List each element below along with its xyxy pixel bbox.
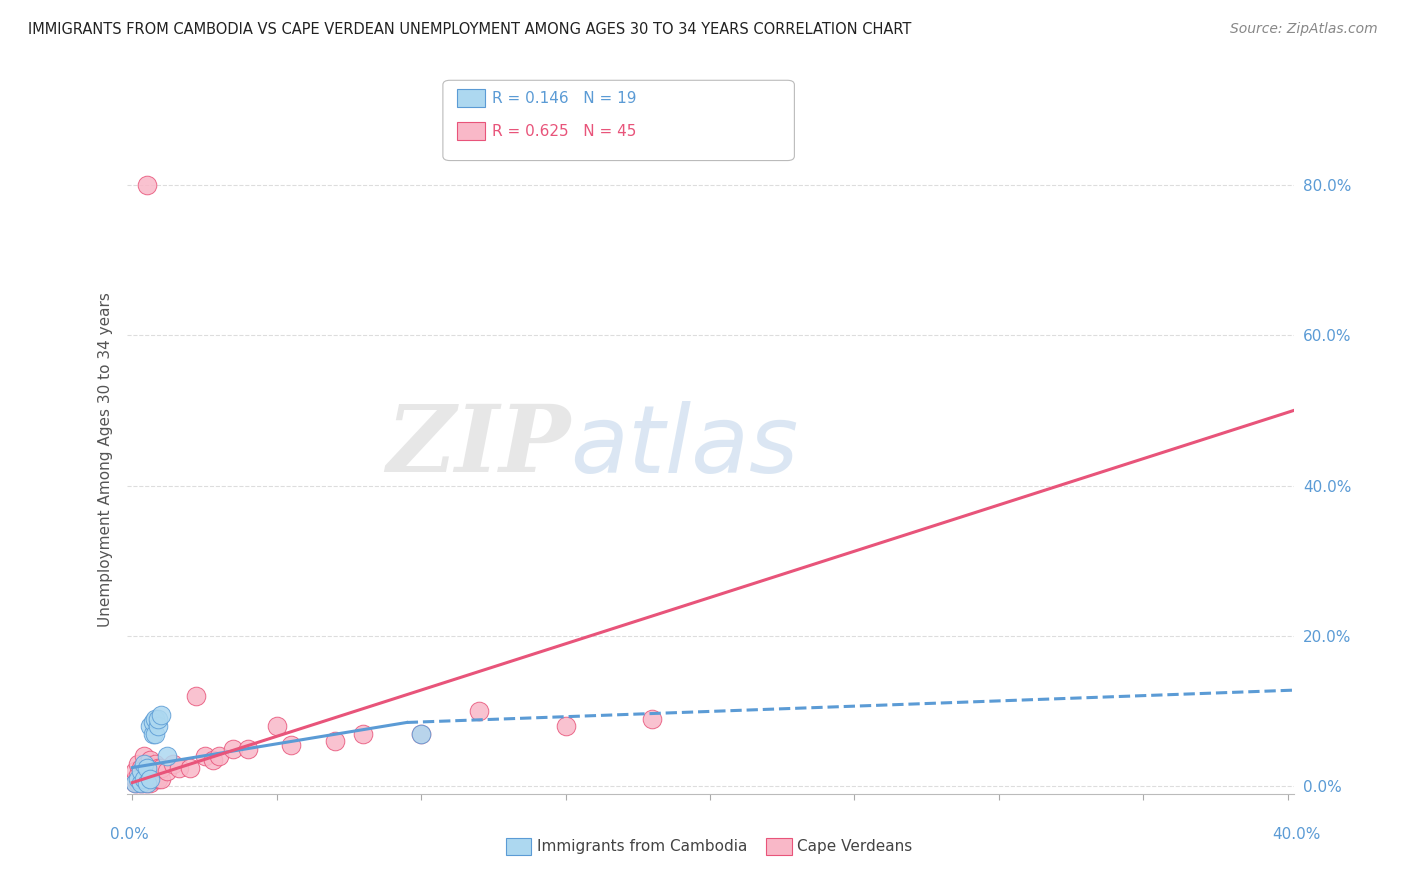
Point: [124, 772, 146, 786]
Point: [150, 761, 173, 775]
Point: [468, 704, 491, 718]
Point: [132, 756, 155, 771]
Point: [162, 756, 184, 771]
Point: [129, 764, 152, 779]
Point: [641, 712, 664, 726]
Point: [323, 734, 346, 748]
Point: [236, 741, 259, 756]
Point: [156, 749, 179, 764]
Point: [127, 768, 149, 782]
Point: [145, 727, 167, 741]
Point: [124, 775, 146, 789]
Point: [145, 756, 167, 771]
Point: [148, 712, 170, 726]
Point: [208, 749, 231, 764]
Point: [280, 738, 302, 752]
Point: [145, 712, 167, 726]
Point: [148, 772, 170, 786]
Text: Immigrants from Cambodia: Immigrants from Cambodia: [537, 839, 748, 854]
Text: 40.0%: 40.0%: [1272, 827, 1320, 841]
Point: [141, 715, 163, 730]
Point: [411, 727, 433, 741]
Text: ZIP: ZIP: [385, 401, 569, 491]
Point: [150, 772, 173, 786]
Point: [554, 719, 576, 733]
Point: [266, 719, 288, 733]
Point: [127, 772, 149, 786]
Point: [129, 761, 152, 775]
Y-axis label: Unemployment Among Ages 30 to 34 years: Unemployment Among Ages 30 to 34 years: [97, 292, 112, 627]
Point: [127, 775, 149, 789]
Point: [129, 775, 152, 789]
Point: [411, 727, 433, 741]
Point: [202, 753, 225, 767]
Point: [352, 727, 374, 741]
Text: Cape Verdeans: Cape Verdeans: [797, 839, 912, 854]
Text: 0.0%: 0.0%: [110, 827, 149, 841]
Point: [138, 775, 160, 789]
Point: [132, 764, 155, 779]
Point: [184, 689, 207, 703]
Text: Source: ZipAtlas.com: Source: ZipAtlas.com: [1230, 22, 1378, 37]
Point: [127, 756, 149, 771]
Point: [141, 727, 163, 741]
Text: atlas: atlas: [569, 401, 799, 491]
Point: [132, 749, 155, 764]
Point: [148, 761, 170, 775]
Point: [150, 708, 173, 723]
Point: [135, 761, 157, 775]
Point: [167, 761, 190, 775]
Point: [135, 768, 157, 782]
Point: [135, 775, 157, 789]
Point: [141, 772, 163, 786]
Point: [138, 772, 160, 786]
Point: [135, 775, 157, 789]
Point: [222, 741, 245, 756]
Point: [135, 756, 157, 771]
Point: [141, 761, 163, 775]
Text: R = 0.625   N = 45: R = 0.625 N = 45: [492, 124, 637, 138]
Point: [179, 761, 201, 775]
Point: [148, 719, 170, 733]
Point: [124, 764, 146, 779]
Point: [124, 775, 146, 789]
Point: [132, 775, 155, 789]
Point: [193, 749, 215, 764]
Point: [156, 764, 179, 779]
Text: R = 0.146   N = 19: R = 0.146 N = 19: [492, 91, 637, 105]
Point: [145, 772, 167, 786]
Point: [135, 178, 157, 192]
Point: [138, 753, 160, 767]
Point: [138, 764, 160, 779]
Point: [129, 775, 152, 789]
Point: [138, 719, 160, 733]
Point: [132, 772, 155, 786]
Text: IMMIGRANTS FROM CAMBODIA VS CAPE VERDEAN UNEMPLOYMENT AMONG AGES 30 TO 34 YEARS : IMMIGRANTS FROM CAMBODIA VS CAPE VERDEAN…: [28, 22, 911, 37]
Point: [129, 768, 152, 782]
